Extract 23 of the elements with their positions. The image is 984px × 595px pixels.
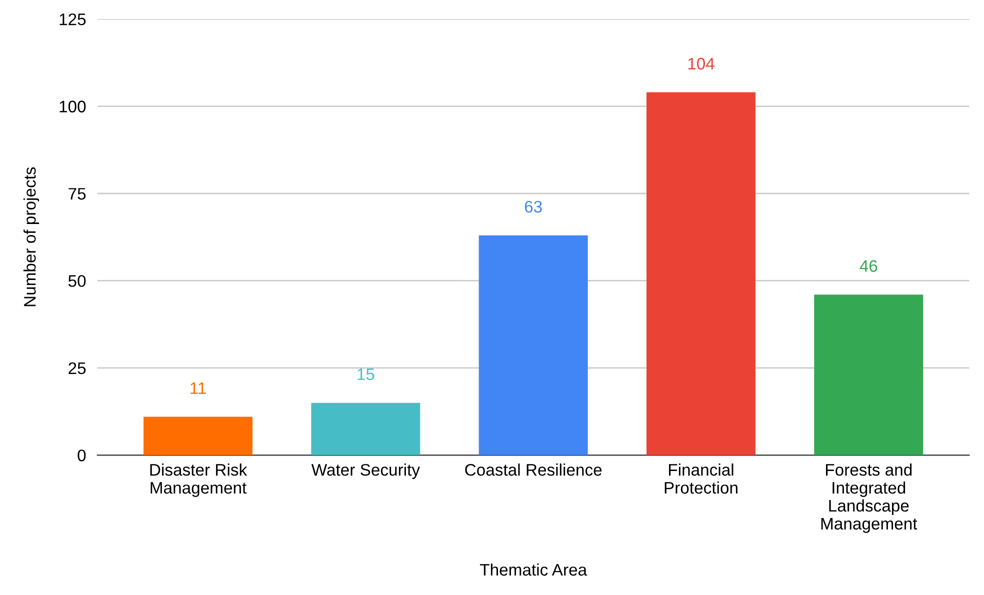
y-tick-label: 125 xyxy=(60,13,86,26)
bar xyxy=(478,235,588,456)
data-label: 11 xyxy=(190,382,206,394)
x-tick-label: Financial Protection xyxy=(664,464,738,494)
y-tick-label: 75 xyxy=(68,188,86,200)
y-axis-title: Number of projects xyxy=(24,167,40,306)
y-tick-label: 25 xyxy=(68,362,86,374)
data-label: 15 xyxy=(358,368,374,380)
bar xyxy=(144,416,252,456)
data-label: 104 xyxy=(688,58,714,70)
x-tick-label: Coastal Resilience xyxy=(465,464,602,476)
bar xyxy=(814,294,924,456)
y-tick-label: 50 xyxy=(68,275,86,287)
x-tick-label: Water Security xyxy=(311,464,420,480)
y-tick-label: 100 xyxy=(60,100,86,112)
bar xyxy=(646,92,756,456)
bar xyxy=(311,402,420,456)
data-label: 63 xyxy=(524,200,542,213)
x-tick-label: Disaster Risk Management xyxy=(150,464,248,497)
y-tick-label: 0 xyxy=(78,450,86,462)
x-axis-title: Thematic Area xyxy=(480,563,588,576)
data-label: 46 xyxy=(860,260,878,272)
x-tick-label: Forests and Integrated Landscape Management xyxy=(821,464,918,533)
